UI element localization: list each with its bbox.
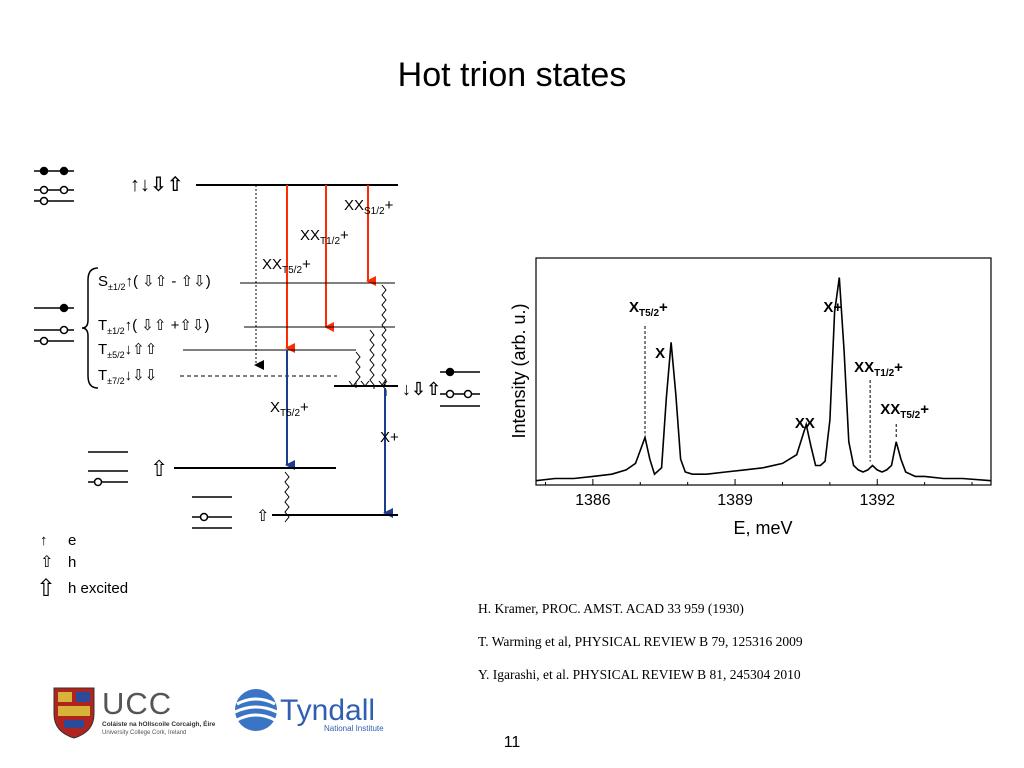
reference-kramer: H. Kramer, PROC. AMST. ACAD 33 959 (1930… — [478, 601, 744, 616]
peak-annotation-label: X — [655, 345, 665, 362]
spectrum-chart: Intensity (arb. u.) 1386 1389 1392 E, meV … — [509, 257, 992, 538]
level-t5-label: T±5/2↓⇧⇧ — [98, 341, 157, 360]
symbol-legend-excited: ⇧ h excited — [36, 575, 128, 602]
right-state-label: ↓⇩⇧ — [402, 379, 441, 399]
occupancy-symbol-middle — [34, 303, 74, 346]
legend-excited-symbol: ⇧ — [36, 575, 56, 602]
occupancy-symbol-lower — [88, 451, 128, 487]
x-plus-label: X+ — [380, 429, 399, 446]
tyndall-logo-name: Tyndall — [280, 694, 375, 727]
occupancy-symbol-right — [440, 367, 480, 407]
peak-annotation-label: X+ — [823, 299, 842, 316]
legend-hole-label: h — [68, 554, 76, 571]
level-t1-label: T±1/2↑( ⇩⇧ +⇧⇩) — [98, 317, 209, 336]
top-state-label: ↑↓⇩⇧ — [130, 174, 184, 196]
xx-t52-label: XXT5/2+ — [262, 256, 311, 276]
reference-warming: T. Warming et al, PHYSICAL REVIEW B 79, … — [478, 634, 803, 649]
ucc-logo-line1: Coláiste na hOllscoile Corcaigh, Éire — [102, 719, 216, 728]
ucc-crest-icon — [53, 687, 95, 739]
level-t7-label: T±7/2↓⇩⇩ — [98, 367, 157, 386]
bottom-state-label: ⇧ — [256, 508, 269, 525]
legend-electron-symbol: ↑ — [40, 532, 48, 549]
spectrum-series-line — [535, 277, 992, 482]
references: H. Kramer, PROC. AMST. ACAD 33 959 (1930… — [478, 600, 803, 699]
lower-wavy-line — [284, 471, 290, 523]
x-t52-label: XT5/2+ — [270, 399, 309, 419]
peak-annotation-label: XX — [795, 415, 815, 432]
occupancy-symbol-top — [34, 166, 74, 206]
page-number: 11 — [0, 734, 1024, 752]
peak-annotation-label: XT5/2+ — [629, 299, 668, 319]
reference-igarashi: Y. Igarashi, et al. PHYSICAL REVIEW B 81… — [478, 667, 801, 682]
y-axis-label: Intensity (arb. u.) — [509, 303, 529, 438]
trion-states-brace — [81, 267, 99, 389]
legend-excited-label: h excited — [68, 580, 128, 597]
x-tick-label: 1386 — [575, 492, 611, 509]
tyndall-globe-icon — [234, 689, 278, 731]
x-axis-ticks: 1386 1389 1392 — [544, 479, 973, 509]
occupancy-symbol-bottom — [192, 496, 232, 529]
xx-s12-label: XXS1/2+ — [344, 197, 394, 217]
legend-electron-label: e — [68, 532, 76, 549]
symbol-legend: ↑ e ⇧ h — [40, 532, 76, 571]
relaxation-wavy-lines — [355, 284, 387, 396]
x-tick-label: 1392 — [859, 492, 895, 509]
energy-level-diagram: ↑↓⇩⇧ XXS1/2+ XXT1/2+ XXT5/2+ S±1/2↑( ⇩⇧ … — [34, 166, 480, 571]
legend-hole-symbol: ⇧ — [40, 554, 53, 571]
slide-title: Hot trion states — [397, 56, 627, 94]
plot-frame — [535, 257, 992, 486]
ucc-logo: UCC Coláiste na hOllscoile Corcaigh, Éir… — [53, 686, 216, 739]
ucc-logo-name: UCC — [102, 686, 172, 721]
peak-annotation-label: XXT5/2+ — [880, 401, 929, 421]
tyndall-logo: Tyndall National Institute — [234, 689, 384, 733]
ucc-logo-line2: University College Cork, Ireland — [102, 730, 186, 736]
x-tick-label: 1389 — [717, 492, 753, 509]
peak-annotation-label: XXT1/2+ — [854, 359, 903, 379]
xx-t12-label: XXT1/2+ — [300, 227, 349, 247]
page-number-text: 11 — [503, 734, 521, 751]
x-axis-label: E, meV — [733, 518, 792, 538]
lower-state-label: ⇧ — [150, 456, 168, 481]
tyndall-logo-subtitle: National Institute — [324, 724, 384, 733]
level-s-label: S±1/2↑( ⇩⇧ - ⇧⇩) — [98, 273, 211, 292]
